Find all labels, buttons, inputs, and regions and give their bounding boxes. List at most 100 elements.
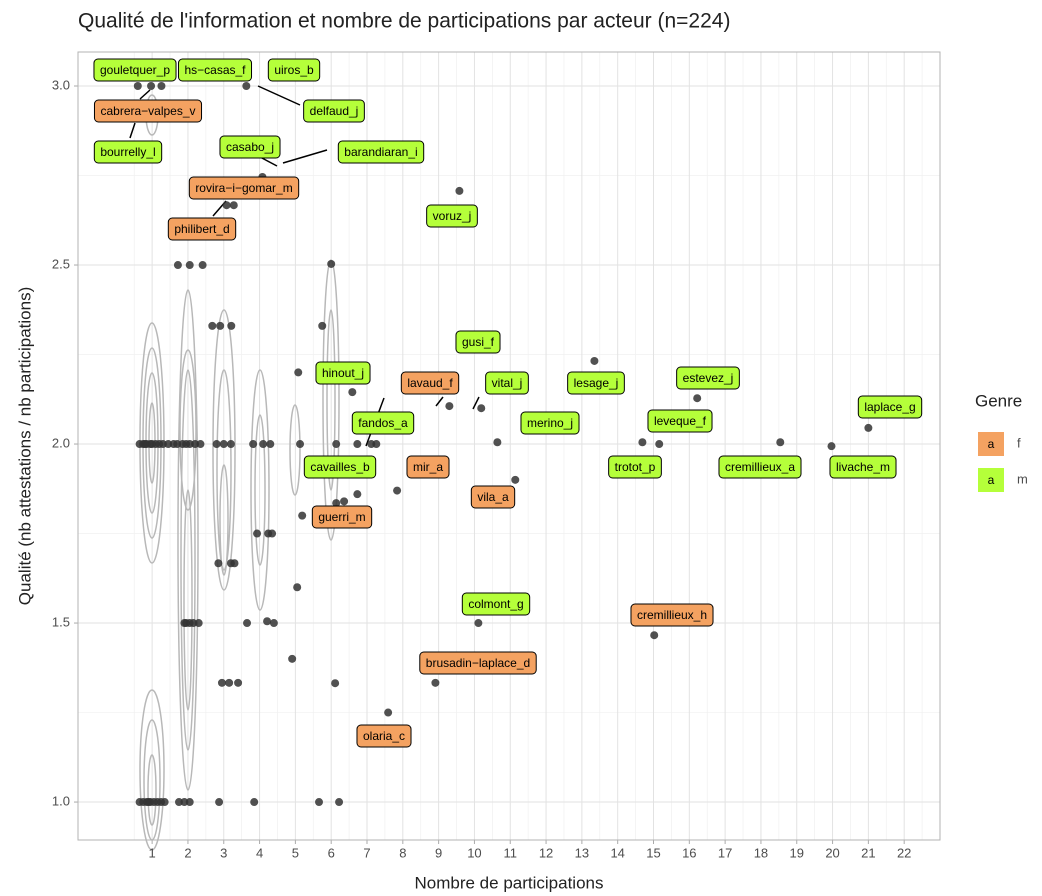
label-box [400, 371, 460, 395]
y-tick-label: 1.5 [52, 614, 70, 629]
point [348, 388, 357, 397]
label-text: uiros_b [274, 63, 314, 77]
x-tick-label: 7 [363, 845, 370, 860]
label-box [676, 366, 740, 390]
point [298, 511, 307, 520]
legend-title: Genre [975, 391, 1022, 410]
point [650, 631, 659, 640]
label-text: estevez_j [683, 371, 734, 385]
legend-key [978, 468, 1004, 492]
label-text: brusadin−laplace_d [426, 656, 530, 670]
label-text: vila_a [477, 490, 509, 504]
point [212, 440, 221, 449]
label-text: cabrera−valpes_v [100, 104, 195, 118]
point [198, 261, 207, 270]
point [214, 559, 223, 568]
x-tick-label: 20 [825, 845, 839, 860]
label-text: casabo_j [226, 140, 274, 154]
x-tick-label: 1 [149, 845, 156, 860]
label-box [520, 411, 580, 435]
x-tick-label: 21 [861, 845, 875, 860]
point [249, 440, 258, 449]
point [776, 438, 785, 447]
label-text: hs−casas_f [184, 63, 246, 77]
point [445, 402, 454, 411]
point [243, 619, 252, 628]
point [196, 440, 205, 449]
label-box [311, 505, 373, 529]
point [216, 321, 225, 330]
label-text: laplace_g [864, 400, 915, 414]
label-text: cremillieux_h [637, 608, 707, 622]
label-text: rovira−i−gomar_m [195, 181, 292, 195]
label-box [351, 411, 415, 435]
x-tick-label: 5 [292, 845, 299, 860]
label-box [188, 176, 300, 200]
label-box [718, 455, 802, 479]
point [185, 261, 194, 270]
point [253, 529, 262, 538]
label-text: mir_a [413, 460, 443, 474]
point [194, 619, 203, 628]
label-box [485, 371, 529, 395]
x-tick-label: 15 [646, 845, 660, 860]
x-tick-label: 10 [467, 845, 481, 860]
point [693, 394, 702, 403]
point [263, 617, 272, 626]
y-tick-label: 2.5 [52, 256, 70, 271]
label-text: guerri_m [318, 510, 365, 524]
point [229, 201, 238, 210]
point [219, 440, 228, 449]
x-tick-label: 11 [504, 845, 518, 860]
point [208, 321, 217, 330]
y-tick-label: 3.0 [52, 77, 70, 92]
point [215, 798, 224, 807]
x-tick-label: 4 [256, 845, 263, 860]
label-text: trotot_p [615, 460, 656, 474]
x-tick-label: 9 [435, 845, 442, 860]
label-text: livache_m [836, 460, 890, 474]
label-text: delfaud_j [310, 104, 359, 118]
label-text: gusi_f [462, 335, 495, 349]
y-tick-label: 1.0 [52, 793, 70, 808]
point [638, 438, 647, 447]
label-box [647, 409, 713, 433]
point [222, 201, 231, 210]
point [353, 490, 362, 499]
label-text: cremillieux_a [725, 460, 795, 474]
label-box [93, 99, 203, 123]
x-tick-label: 3 [220, 845, 227, 860]
point [340, 497, 349, 506]
label-text: cavailles_b [310, 460, 370, 474]
label-text: lesage_j [574, 376, 619, 390]
label-box [219, 135, 281, 159]
label-text: vital_j [492, 376, 523, 390]
point [455, 186, 464, 195]
label-box [93, 140, 163, 164]
label-box [337, 140, 425, 164]
point [225, 678, 234, 687]
legend-key-text: a [988, 473, 995, 487]
x-axis-title: Nombre de participations [415, 873, 604, 892]
label-text: colmont_g [468, 597, 523, 611]
point [353, 440, 362, 449]
label-box [303, 99, 365, 123]
point [827, 442, 836, 451]
x-tick-label: 12 [539, 845, 553, 860]
label-box [608, 455, 662, 479]
point [157, 82, 166, 91]
label-box [177, 58, 253, 82]
point [335, 798, 344, 807]
point [327, 259, 336, 268]
point [372, 440, 381, 449]
y-tick-label: 2.0 [52, 435, 70, 450]
label-box [267, 58, 321, 82]
point [511, 475, 520, 484]
point [266, 440, 275, 449]
point [384, 708, 393, 717]
label-box [356, 724, 412, 748]
point [293, 583, 302, 592]
x-tick-label: 17 [718, 845, 732, 860]
label-text: lavaud_f [407, 376, 453, 390]
